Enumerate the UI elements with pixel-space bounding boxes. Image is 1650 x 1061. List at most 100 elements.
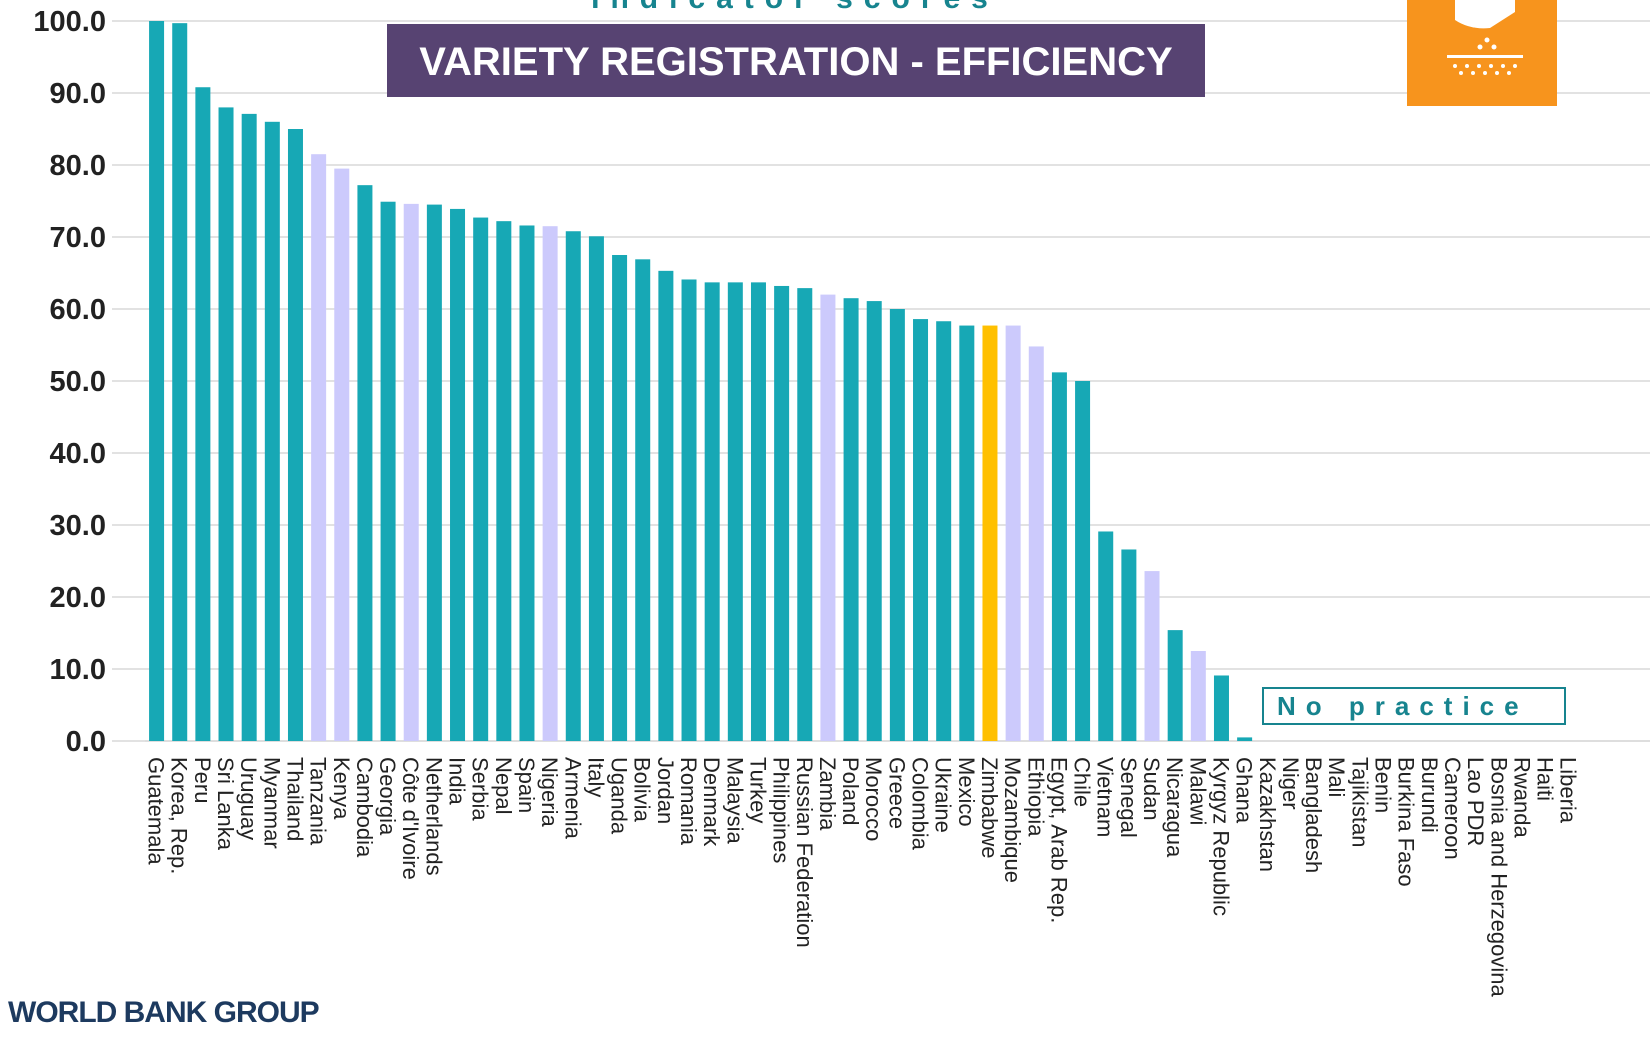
bar: [264, 121, 280, 742]
bar: [750, 282, 766, 741]
x-tick-label: Myanmar: [259, 757, 284, 849]
y-tick-label: 40.0: [50, 438, 106, 470]
bar: [357, 185, 373, 741]
x-tick-label: Egypt, Arab Rep.: [1046, 757, 1071, 923]
bar: [1075, 381, 1091, 741]
bar: [936, 321, 952, 741]
bar: [1213, 675, 1229, 741]
x-tick-label: Zambia: [815, 757, 840, 831]
bar: [519, 225, 535, 742]
y-tick-label: 0.0: [66, 726, 106, 758]
x-tick-label: Mozambique: [1000, 757, 1025, 883]
bar: [1098, 531, 1114, 741]
bar: [426, 204, 442, 742]
y-tick-label: 60.0: [50, 294, 106, 326]
bar: [1051, 372, 1067, 741]
x-tick-label: Chile: [1070, 757, 1095, 807]
bar: [149, 21, 165, 741]
x-tick-label: Armenia: [560, 757, 585, 840]
x-tick-label: Nepal: [491, 757, 516, 814]
bar: [681, 279, 697, 741]
x-tick-label: Uganda: [607, 757, 632, 835]
x-tick-label: Morocco: [861, 757, 886, 841]
x-tick-label: Sri Lanka: [213, 757, 238, 851]
x-tick-label: Romania: [676, 757, 701, 846]
bar: [774, 285, 790, 741]
bar: [473, 217, 489, 741]
x-tick-label: Cameroon: [1440, 757, 1465, 860]
y-tick-label: 10.0: [50, 654, 106, 686]
bar: [820, 294, 836, 741]
annotation-box: [1262, 687, 1566, 725]
y-tick-label: 90.0: [50, 78, 106, 110]
x-tick-label: Poland: [838, 757, 863, 826]
x-tick-label: Georgia: [375, 757, 400, 836]
bar: [843, 298, 859, 741]
x-tick-label: Serbia: [468, 757, 493, 821]
x-tick-label: Jordan: [653, 757, 678, 824]
x-tick-label: Malawi: [1185, 757, 1210, 825]
bar: [380, 201, 396, 742]
x-tick-label: Zimbabwe: [977, 757, 1002, 858]
bar: [658, 270, 674, 741]
x-tick-label: Tanzania: [306, 757, 331, 846]
bar: [565, 231, 581, 742]
bar: [1190, 651, 1206, 741]
bar: [311, 154, 327, 741]
y-tick-label: 100.0: [33, 6, 106, 38]
footer-logo-text: WORLD BANK GROUP: [8, 996, 319, 1029]
bar: [704, 282, 720, 741]
x-tick-label: Colombia: [908, 757, 933, 851]
x-tick-label: Denmark: [699, 757, 724, 847]
x-tick-label: Tajikistan: [1347, 757, 1372, 847]
logo-icon: [1407, 0, 1557, 106]
x-tick-label: Russian Federation: [792, 757, 817, 948]
x-tick-label: Vietnam: [1093, 757, 1118, 837]
x-tick-label: Liberia: [1556, 757, 1581, 824]
bar: [797, 288, 813, 741]
x-tick-label: Sudan: [1139, 757, 1164, 821]
x-tick-label: Bangladesh: [1301, 757, 1326, 873]
bar: [866, 301, 882, 741]
x-tick-label: Thailand: [282, 757, 307, 841]
chart-supertitle: Indicator scores: [591, 0, 999, 15]
bar: [218, 107, 234, 741]
bar: [1005, 325, 1021, 741]
bar: [334, 168, 350, 742]
x-tick-label: Kazakhstan: [1255, 757, 1280, 872]
bar: [172, 23, 188, 742]
x-tick-label: Ghana: [1232, 757, 1257, 824]
bar: [195, 87, 211, 742]
bar: [982, 325, 998, 741]
bar: [889, 309, 905, 741]
bar: [1167, 630, 1183, 741]
y-tick-label: 50.0: [50, 366, 106, 398]
x-tick-label: Senegal: [1116, 757, 1141, 838]
x-tick-label: Turkey: [745, 757, 770, 823]
bar: [588, 236, 604, 741]
bar: [1237, 737, 1253, 741]
bar: [727, 282, 743, 741]
x-tick-label: Benin: [1371, 757, 1396, 813]
x-tick-label: Nicaragua: [1162, 757, 1187, 858]
x-tick-label: Korea, Rep.: [167, 757, 192, 874]
bar: [450, 208, 466, 742]
y-tick-label: 20.0: [50, 582, 106, 614]
bar: [1144, 571, 1160, 741]
bar: [241, 113, 257, 741]
x-tick-label: Mexico: [954, 757, 979, 827]
x-tick-label: Malaysia: [722, 757, 747, 845]
x-tick-label: Niger: [1278, 757, 1303, 810]
x-tick-label: Greece: [884, 757, 909, 829]
bar: [287, 129, 303, 741]
x-tick-label: Philippines: [769, 757, 794, 863]
x-tick-label: Nigeria: [537, 757, 562, 827]
x-tick-label: India: [445, 757, 470, 805]
bars: [149, 21, 1253, 742]
x-tick-label: Peru: [190, 757, 215, 803]
x-tick-label: Netherlands: [421, 757, 446, 876]
bar: [635, 259, 651, 741]
x-tick-label: Côte d'Ivoire: [398, 757, 423, 880]
